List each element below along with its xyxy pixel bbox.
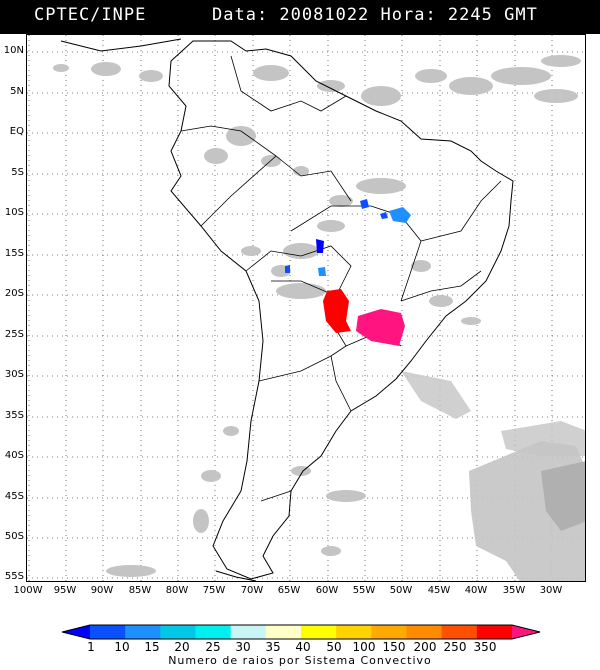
system-red	[323, 289, 351, 333]
color-legend: 1 10 15 20 25 30 35 40 50 100 150 200 25…	[0, 624, 600, 670]
legend-caption: Numero de raios por Sistema Convectivo	[168, 654, 432, 667]
cloud-cover	[53, 55, 585, 581]
lon-label: 30W	[539, 585, 563, 596]
legend-cell	[301, 625, 337, 639]
legend-tick: 40	[295, 640, 311, 654]
lat-label: 25S	[4, 329, 24, 340]
legend-tick: 15	[144, 640, 160, 654]
country-borders	[180, 55, 502, 502]
source-label: CPTEC/INPE	[34, 5, 147, 25]
lon-label: 50W	[389, 585, 413, 596]
legend-cell	[265, 625, 302, 639]
date-time-label: Data: 20081022 Hora: 2245 GMT	[212, 5, 538, 25]
legend-cell	[371, 625, 407, 639]
legend-tick: 250	[443, 640, 467, 654]
lon-label: 55W	[352, 585, 376, 596]
legend-cell	[90, 625, 126, 639]
lon-label: 80W	[165, 585, 189, 596]
lon-label: 35W	[502, 585, 526, 596]
legend-tick: 20	[174, 640, 190, 654]
lat-label: 5S	[11, 167, 24, 178]
lat-label: 20S	[4, 288, 24, 299]
system-blue-4	[318, 267, 326, 276]
legend-cell	[125, 625, 161, 639]
lon-label: 75W	[202, 585, 226, 596]
system-blue-2	[360, 199, 369, 209]
lat-label: 10S	[4, 207, 24, 218]
lat-label: 5N	[10, 86, 24, 97]
legend-tick: 350	[473, 640, 497, 654]
system-blue-6	[380, 212, 388, 219]
legend-colorbar	[61, 624, 541, 640]
legend-tick: 25	[205, 640, 221, 654]
lon-label: 70W	[240, 585, 264, 596]
lat-label: 40S	[4, 450, 24, 461]
legend-cell	[441, 625, 478, 639]
lon-label: 90W	[90, 585, 114, 596]
lat-label: 35S	[4, 410, 24, 421]
legend-cell	[406, 625, 443, 639]
convective-systems	[285, 199, 411, 346]
lon-label: 40W	[464, 585, 488, 596]
lon-label: 60W	[315, 585, 339, 596]
lon-label: 45W	[427, 585, 451, 596]
legend-cell	[160, 625, 196, 639]
lat-label: 10N	[3, 45, 24, 56]
lat-label: 45S	[4, 491, 24, 502]
lon-label: 95W	[53, 585, 77, 596]
lat-label: 30S	[4, 369, 24, 380]
title-bar: CPTEC/INPE Data: 20081022 Hora: 2245 GMT	[0, 0, 600, 34]
map-svg	[27, 35, 585, 581]
legend-cell	[62, 625, 90, 639]
lon-label: 85W	[128, 585, 152, 596]
lat-label: 15S	[4, 248, 24, 259]
legend-tick: 100	[352, 640, 376, 654]
lat-label: 50S	[4, 531, 24, 542]
legend-tick: 35	[265, 640, 281, 654]
legend-cell	[195, 625, 232, 639]
legend-cell	[230, 625, 267, 639]
legend-tick: 200	[413, 640, 437, 654]
system-blue-5	[285, 265, 290, 273]
legend-tick: 1	[87, 640, 95, 654]
system-blue-1	[389, 207, 411, 223]
legend-cell	[336, 625, 372, 639]
legend-cell	[512, 625, 540, 639]
lon-label: 65W	[277, 585, 301, 596]
legend-cell	[476, 625, 513, 639]
legend-tick: 30	[235, 640, 251, 654]
system-blue-3	[316, 239, 324, 253]
lat-label: EQ	[9, 126, 24, 137]
coastline	[60, 38, 514, 581]
legend-tick: 10	[114, 640, 130, 654]
system-magenta	[356, 309, 405, 346]
lon-label: 100W	[13, 585, 43, 596]
map-frame	[26, 34, 586, 582]
legend-tick: 150	[382, 640, 406, 654]
legend-tick: 50	[326, 640, 342, 654]
lat-label: 55S	[4, 571, 24, 582]
